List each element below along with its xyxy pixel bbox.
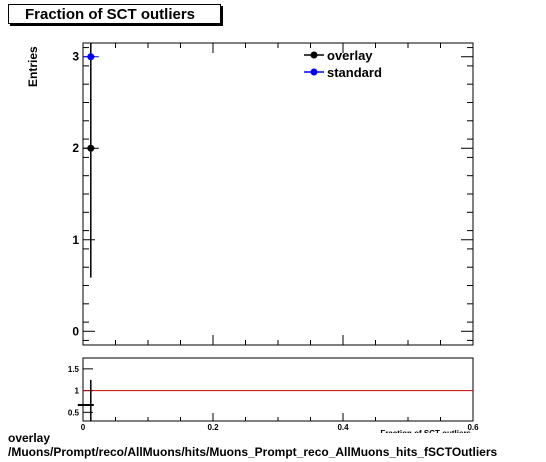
y-tick-label: 2 [72, 141, 79, 155]
legend-label-overlay: overlay [327, 48, 373, 63]
chart-title: Fraction of SCT outliers [8, 4, 221, 24]
ratio-axis-ticks: 0.5 1 1.5 0 0.2 0.4 0.6 [68, 365, 479, 432]
main-axis-ticks: 0 1 2 3 [72, 43, 474, 345]
y-tick-label: 0 [72, 324, 79, 338]
main-plot-frame [82, 42, 474, 346]
footer: overlay /Muons/Prompt/reco/AllMuons/hits… [8, 431, 497, 459]
y-tick-label: 1 [72, 233, 79, 247]
ratio-data-marks [77, 379, 94, 421]
ratio-y-tick-label: 1.5 [68, 365, 80, 374]
x-axis-title: Fraction of SCT outliers [380, 429, 471, 438]
ratio-y-tick-label: 0.5 [68, 408, 80, 417]
data-point-overlay [87, 144, 95, 152]
y-tick-label: 3 [72, 50, 79, 64]
ratio-y-tick-label: 1 [75, 387, 80, 396]
data-point-standard [87, 53, 95, 61]
legend-marker-standard [310, 68, 318, 76]
main-data-marks [82, 43, 99, 278]
footer-line-1: overlay [8, 431, 51, 445]
ratio-plot-frame [82, 357, 474, 422]
ratio-x-tick-label: 0 [81, 423, 86, 432]
y-axis-title: Entries [26, 46, 40, 87]
footer-histogram-path: /Muons/Prompt/reco/AllMuons/hits/Muons_P… [8, 445, 498, 459]
legend-label-standard: standard [327, 65, 382, 80]
ratio-x-tick-label: 0.2 [207, 423, 219, 432]
ratio-x-tick-label: 0.4 [337, 423, 349, 432]
legend-marker-overlay [310, 51, 318, 59]
ratio-x-tick-label: 0.6 [467, 423, 479, 432]
legend: overlay standard [304, 48, 382, 80]
